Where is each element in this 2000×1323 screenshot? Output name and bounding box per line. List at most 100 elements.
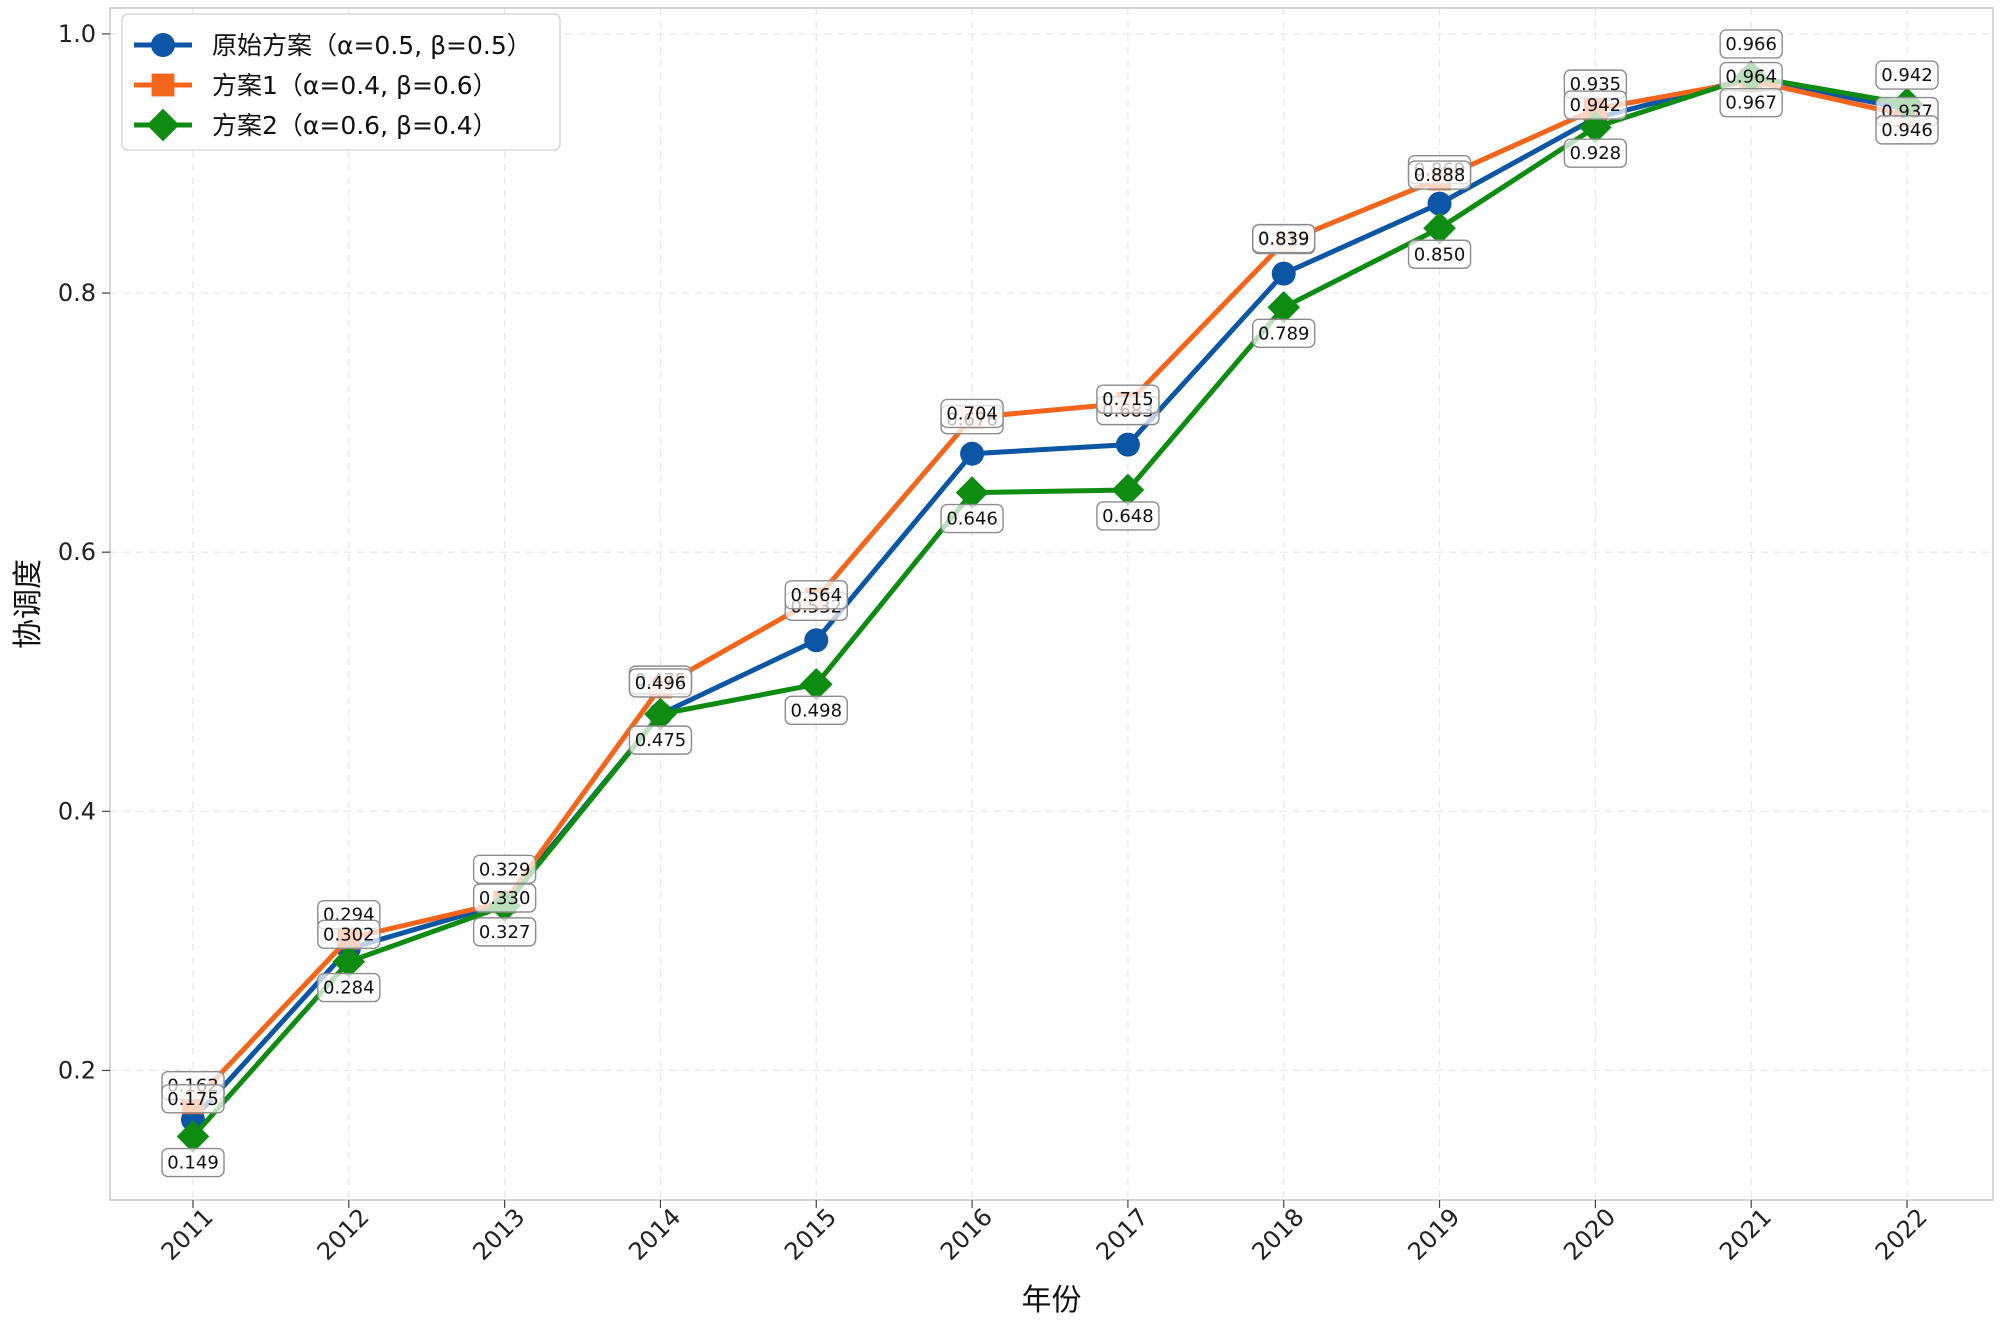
data-point bbox=[804, 628, 829, 653]
data-label: 0.327 bbox=[472, 917, 537, 947]
plot-area-frame bbox=[109, 7, 1994, 1201]
data-label-text: 0.498 bbox=[791, 700, 843, 721]
data-label: 0.498 bbox=[784, 695, 848, 726]
data-label: 0.789 bbox=[1252, 318, 1316, 348]
legend-label: 方案1（α=0.4, β=0.6） bbox=[212, 71, 498, 100]
data-label-text: 0.564 bbox=[791, 585, 843, 606]
data-label-text: 0.850 bbox=[1414, 244, 1466, 265]
data-label: 0.149 bbox=[161, 1147, 225, 1178]
data-label-text: 0.704 bbox=[946, 403, 998, 424]
data-label-text: 0.646 bbox=[946, 509, 998, 530]
data-label-text: 0.967 bbox=[1725, 93, 1777, 114]
data-point bbox=[1427, 191, 1452, 216]
data-label-text: 0.327 bbox=[479, 922, 531, 943]
legend-item-3: 方案2（α=0.6, β=0.4） bbox=[134, 108, 498, 142]
data-point bbox=[1423, 211, 1456, 245]
data-label-text: 0.149 bbox=[167, 1153, 219, 1174]
data-label-box bbox=[1563, 138, 1628, 168]
data-label-box bbox=[940, 398, 1004, 429]
data-label-text: 0.966 bbox=[1725, 34, 1777, 55]
data-label: 0.964 bbox=[1719, 61, 1783, 92]
data-label-box bbox=[1252, 318, 1316, 348]
data-label-box bbox=[472, 917, 537, 947]
legend-marker bbox=[146, 108, 180, 142]
data-label-box bbox=[317, 972, 381, 1003]
data-label-box bbox=[1719, 87, 1783, 118]
data-label-text: 0.175 bbox=[167, 1089, 219, 1110]
legend-label: 方案2（α=0.6, β=0.4） bbox=[212, 111, 498, 140]
data-point bbox=[799, 668, 833, 701]
data-label: 0.302 bbox=[317, 919, 381, 949]
data-label-box bbox=[472, 883, 537, 913]
data-label-text: 0.935 bbox=[1570, 74, 1622, 95]
legend-label: 原始方案（α=0.5, β=0.5） bbox=[212, 31, 532, 60]
data-label-box bbox=[1719, 29, 1783, 59]
data-label-box bbox=[940, 503, 1004, 534]
data-label-text: 0.329 bbox=[479, 859, 531, 880]
data-label-box bbox=[317, 919, 381, 949]
data-label-text: 0.942 bbox=[1881, 65, 1933, 86]
data-point bbox=[960, 441, 985, 466]
data-label-box bbox=[628, 668, 693, 698]
data-label: 0.850 bbox=[1407, 239, 1472, 269]
data-label-text: 0.946 bbox=[1881, 120, 1933, 141]
data-label-box bbox=[1407, 239, 1472, 269]
data-label-box bbox=[1875, 115, 1939, 145]
data-label-text: 0.942 bbox=[1570, 95, 1622, 116]
legend-marker bbox=[151, 73, 175, 97]
data-label: 0.648 bbox=[1096, 501, 1160, 531]
data-point bbox=[1115, 432, 1140, 457]
data-point bbox=[176, 1120, 210, 1153]
data-label-text: 0.888 bbox=[1414, 165, 1466, 186]
data-label: 0.284 bbox=[317, 972, 381, 1003]
data-label: 0.329 bbox=[472, 854, 537, 884]
legend: 原始方案（α=0.5, β=0.5） 方案1（α=0.4, β=0.6） 方案2（α… bbox=[121, 13, 561, 151]
y-tick-label: 0.4 bbox=[58, 797, 96, 825]
data-point bbox=[955, 476, 989, 509]
data-label: 0.496 bbox=[628, 668, 693, 698]
data-label-box bbox=[784, 695, 848, 726]
data-label-box bbox=[161, 1084, 225, 1114]
data-point bbox=[644, 697, 677, 731]
data-point bbox=[1267, 290, 1301, 324]
data-point bbox=[1111, 473, 1145, 507]
data-label: 0.704 bbox=[940, 398, 1004, 429]
data-label: 0.330 bbox=[472, 883, 537, 913]
data-label-box bbox=[1096, 501, 1160, 531]
data-label-box bbox=[1563, 90, 1628, 120]
data-label-box bbox=[784, 580, 848, 610]
x-axis-title: 年份 bbox=[1022, 1283, 1082, 1318]
data-label-text: 0.475 bbox=[635, 730, 687, 751]
data-label: 0.646 bbox=[940, 503, 1004, 534]
y-tick-label: 0.2 bbox=[58, 1056, 96, 1084]
data-label: 0.967 bbox=[1719, 87, 1783, 118]
data-point bbox=[332, 945, 366, 978]
data-label: 0.966 bbox=[1719, 29, 1783, 59]
legend-marker bbox=[151, 33, 175, 57]
legend-box bbox=[121, 13, 561, 151]
y-tick-label: 1.0 bbox=[58, 20, 96, 48]
data-point bbox=[1271, 261, 1296, 286]
data-label-box bbox=[472, 854, 537, 884]
data-label-text: 0.302 bbox=[323, 924, 375, 945]
data-label-text: 0.839 bbox=[1258, 229, 1310, 250]
data-label: 0.715 bbox=[1096, 384, 1160, 414]
data-label-box bbox=[161, 1147, 225, 1178]
data-label-text: 0.330 bbox=[479, 888, 531, 909]
data-label-box bbox=[1875, 60, 1939, 90]
data-label: 0.946 bbox=[1875, 115, 1939, 145]
data-label-box bbox=[1407, 160, 1472, 190]
data-label-box bbox=[1096, 384, 1160, 414]
data-label-text: 0.928 bbox=[1570, 143, 1622, 164]
data-label-text: 0.964 bbox=[1725, 67, 1777, 88]
y-tick-label: 0.8 bbox=[58, 279, 96, 307]
data-label-text: 0.496 bbox=[635, 673, 687, 694]
data-label: 0.475 bbox=[628, 725, 693, 755]
data-label: 0.942 bbox=[1563, 90, 1628, 120]
data-label-box bbox=[1252, 223, 1316, 254]
data-label: 0.888 bbox=[1407, 160, 1472, 190]
data-labels: 0.1620.2940.3290.4750.5320.6760.6830.815… bbox=[161, 29, 1939, 1178]
data-label-text: 0.715 bbox=[1102, 389, 1154, 410]
